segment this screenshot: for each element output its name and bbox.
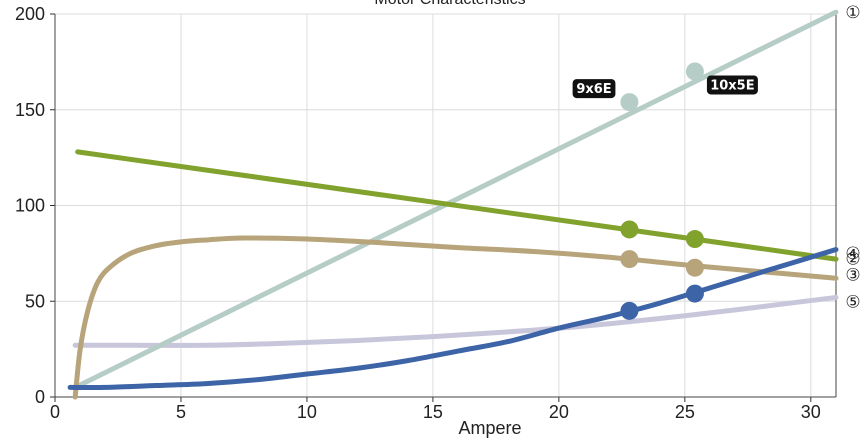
series-line: [72, 294, 839, 348]
x-tick-label: 0: [50, 402, 60, 422]
series-end-label: ③: [845, 265, 860, 284]
x-tick-label: 25: [675, 402, 695, 422]
x-axis-label: Ampere: [458, 418, 521, 438]
x-tick-label: 10: [297, 402, 317, 422]
marker-tag-box: [706, 75, 758, 95]
chart-title: Motor Characteristics: [374, 0, 525, 8]
y-tick-label: 50: [25, 291, 45, 311]
series-marker: [685, 230, 704, 249]
marker-tag-box: [572, 79, 616, 99]
series-line: [75, 149, 839, 262]
series-marker: [620, 301, 639, 320]
series-end-label: ②: [845, 250, 860, 269]
series-marker: [620, 250, 639, 269]
marker-tag-label: 9x6E: [576, 82, 611, 97]
marker-tag: 10x5E: [706, 75, 758, 95]
series-end-label: ⑤: [845, 292, 860, 311]
series-marker: [685, 284, 704, 303]
series-marker: [620, 220, 639, 239]
chart-labels: 9x6E 10x5E ① ②③ ④ ⑤: [572, 3, 861, 311]
chart-series: [67, 9, 839, 400]
series-marker: [620, 93, 639, 112]
series-end-label: ①: [845, 3, 860, 22]
y-tick-label: 100: [15, 196, 45, 216]
x-tick-label: 5: [176, 402, 186, 422]
x-tick-label: 15: [423, 402, 443, 422]
x-tick-label: 20: [549, 402, 569, 422]
x-tick-label: 30: [801, 402, 821, 422]
series-marker: [685, 258, 704, 277]
chart-grid: [54, 13, 836, 398]
y-tick-label: 0: [35, 387, 45, 407]
marker-tag: 9x6E: [572, 79, 616, 99]
series-line: [72, 9, 839, 390]
series-marker: [685, 62, 704, 81]
series-line: [72, 235, 839, 400]
series-end-label: ④: [845, 244, 860, 263]
y-tick-label: 150: [15, 100, 45, 120]
chart-axes: 0 5 10 15 20 25 30 0 50 100 150 200: [15, 4, 837, 422]
marker-tag-label: 10x5E: [710, 78, 754, 93]
y-tick-label: 200: [15, 4, 45, 24]
